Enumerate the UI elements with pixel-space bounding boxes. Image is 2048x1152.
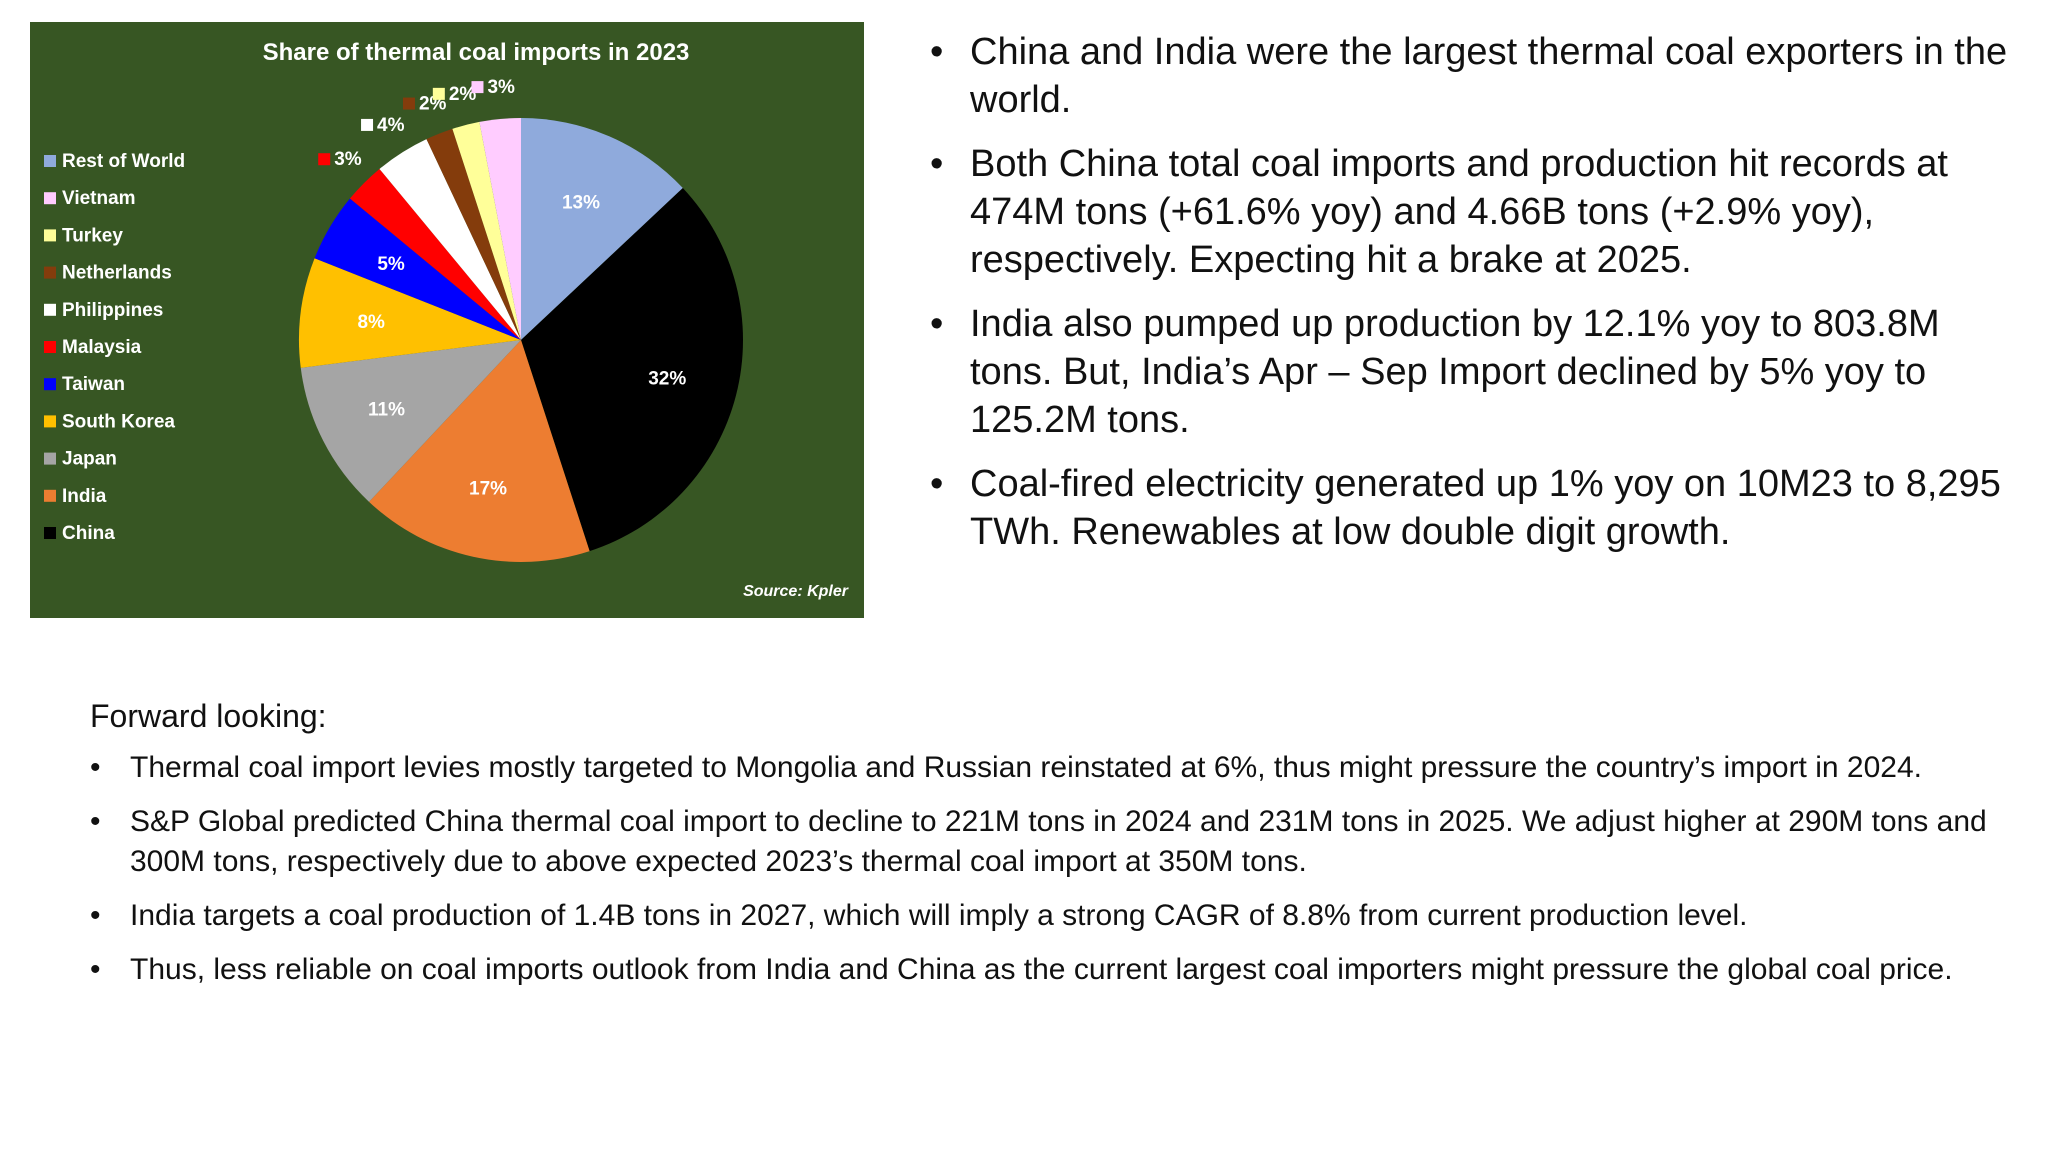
pie-outside-label: 2% (432, 84, 477, 105)
chart-source: Source: Kpler (743, 583, 849, 600)
key-point: China and India were the largest thermal… (930, 28, 2010, 124)
pie-value-label: 3% (334, 149, 362, 170)
forward-point: Thermal coal import levies mostly target… (90, 748, 1990, 788)
pie-slice-china (521, 188, 744, 552)
legend-label: Rest of World (62, 151, 185, 172)
pie-value-label: 17% (469, 478, 507, 499)
pie-label-swatch (402, 97, 415, 110)
pie-slice-india (369, 340, 590, 562)
key-point: India also pumped up production by 12.1%… (930, 300, 2010, 444)
pie-outside-label: 3% (471, 77, 515, 98)
legend-label: China (62, 523, 115, 544)
pie-slices (299, 118, 744, 562)
forward-looking-list: Thermal coal import levies mostly target… (90, 748, 1990, 1004)
chart-title: Share of thermal coal imports in 2023 (263, 39, 690, 66)
pie-value-label: 4% (377, 115, 405, 136)
legend-item-rest-of-world: Rest of World (44, 151, 185, 172)
pie-label-swatch (432, 87, 445, 100)
legend-swatch (44, 229, 56, 242)
legend-swatch (44, 303, 56, 316)
pie-slice-malaysia (349, 168, 521, 340)
pie-value-label: 3% (487, 77, 515, 98)
legend-swatch (44, 489, 56, 502)
legend-item-taiwan: Taiwan (44, 374, 125, 395)
legend-item-netherlands: Netherlands (44, 263, 172, 284)
pie-label-swatch (318, 153, 331, 166)
pie-label-swatch (361, 118, 374, 131)
legend-item-malaysia: Malaysia (44, 337, 142, 358)
legend-label: South Korea (62, 411, 175, 432)
pie-value-label: 32% (648, 369, 686, 390)
pie-value-label: 5% (377, 254, 405, 275)
pie-outside-label: 3% (318, 149, 362, 170)
pie-slice-rest-of-world (521, 118, 683, 340)
legend-swatch (44, 341, 56, 353)
legend-swatch (44, 452, 56, 465)
legend-swatch (44, 155, 56, 167)
legend-label: Japan (62, 449, 117, 470)
forward-point: India targets a coal production of 1.4B … (90, 896, 1990, 936)
key-point: Both China total coal imports and produc… (930, 140, 2010, 284)
pie-labels: 13%32%17%11%8%5%3%4%2% 2% 3% (318, 77, 686, 499)
forward-point: S&P Global predicted China thermal coal … (90, 802, 1990, 882)
legend-label: Netherlands (62, 263, 172, 284)
key-points-list: China and India were the largest thermal… (930, 28, 2010, 572)
pie-slice-south-korea (299, 258, 521, 368)
pie-slice-taiwan (314, 198, 521, 340)
legend: Rest of World Vietnam Turkey Netherlands Phi… (44, 151, 185, 544)
key-point: Coal-fired electricity generated up 1% y… (930, 460, 2010, 556)
legend-swatch (44, 192, 56, 205)
legend-item-china: China (44, 523, 115, 544)
legend-item-india: India (44, 486, 107, 507)
legend-item-philippines: Philippines (44, 300, 163, 321)
legend-label: Malaysia (62, 337, 142, 358)
legend-item-vietnam: Vietnam (44, 188, 136, 209)
legend-label: Turkey (62, 225, 123, 246)
pie-chart: Share of thermal coal imports in 2023 Re… (44, 39, 849, 600)
legend-label: Philippines (62, 300, 163, 321)
pie-slice-netherlands (426, 128, 521, 340)
pie-value-label: 8% (357, 312, 385, 333)
legend-label: Taiwan (62, 374, 125, 395)
legend-item-turkey: Turkey (44, 225, 123, 246)
pie-outside-label: 4% (361, 115, 405, 136)
legend-swatch (44, 415, 56, 428)
pie-slice-philippines (379, 139, 521, 340)
legend-swatch (44, 378, 56, 391)
legend-item-south-korea: South Korea (44, 411, 175, 432)
forward-looking-heading: Forward looking: (90, 698, 327, 734)
pie-value-label: 2% (449, 84, 477, 105)
legend-label: Vietnam (62, 188, 136, 209)
pie-chart-panel: Share of thermal coal imports in 2023 Re… (30, 22, 864, 618)
pie-slice-vietnam (479, 118, 521, 340)
pie-slice-turkey (452, 121, 521, 341)
pie-value-label: 11% (368, 400, 405, 421)
pie-value-label: 13% (562, 192, 600, 213)
legend-swatch (44, 266, 56, 279)
legend-label: India (62, 486, 107, 507)
pie-slice-japan (300, 340, 521, 502)
legend-item-japan: Japan (44, 449, 117, 470)
forward-point: Thus, less reliable on coal imports outl… (90, 950, 1990, 990)
legend-swatch (44, 527, 56, 539)
pie-label-swatch (471, 81, 484, 94)
